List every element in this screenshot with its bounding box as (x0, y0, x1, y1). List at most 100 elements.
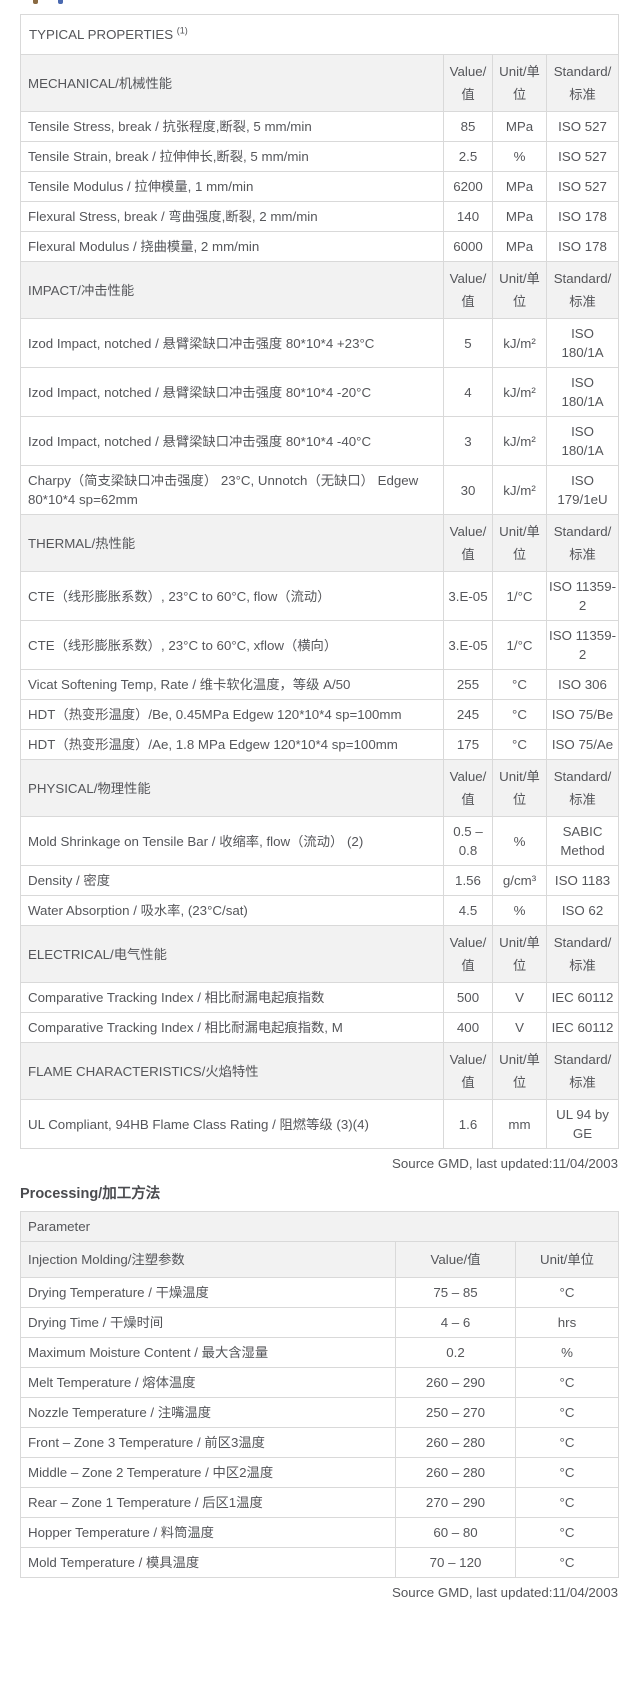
property-row: Tensile Stress, break / 抗张程度,断裂, 5 mm/mi… (20, 111, 620, 142)
property-unit: g/cm³ (492, 865, 547, 896)
property-value: 3 (443, 416, 493, 466)
property-standard: ISO 179/1eU (545, 465, 620, 515)
property-row: Flexural Stress, break / 弯曲强度,断裂, 2 mm/m… (20, 201, 620, 232)
source-note: Source GMD, last updated:11/04/2003 (392, 1156, 618, 1171)
parameter-value: 75 – 85 (395, 1277, 516, 1308)
property-standard: ISO 75/Be (545, 699, 620, 730)
property-standard: ISO 11359-2 (545, 620, 620, 670)
parameter-label: Middle – Zone 2 Temperature / 中区2温度 (20, 1457, 396, 1488)
parameter-label: Drying Temperature / 干燥温度 (20, 1277, 396, 1308)
property-standard: ISO 178 (545, 231, 620, 262)
property-standard: ISO 180/1A (545, 416, 620, 466)
property-value: 85 (443, 111, 493, 142)
parameter-unit: hrs (514, 1307, 620, 1338)
property-unit: kJ/m² (492, 318, 547, 368)
standard-column-header: Standard/标准 (545, 54, 620, 112)
property-value: 3.E-05 (443, 620, 493, 670)
processing-heading: Processing/加工方法 (20, 1186, 161, 1202)
value-column-header: Value/值 (443, 54, 493, 112)
property-row: Izod Impact, notched / 悬臂梁缺口冲击强度 80*10*4… (20, 318, 620, 368)
section-name: IMPACT/冲击性能 (20, 261, 444, 319)
property-value: 0.5 – 0.8 (443, 816, 493, 866)
property-unit: MPa (492, 111, 547, 142)
property-unit: % (492, 141, 547, 172)
property-unit: mm (492, 1099, 547, 1149)
property-label: Comparative Tracking Index / 相比耐漏电起痕指数 (20, 982, 444, 1013)
typical-properties-title: TYPICAL PROPERTIES (1) (19, 14, 620, 55)
property-value: 1.56 (443, 865, 493, 896)
processing-row: Melt Temperature / 熔体温度 260 – 290 °C (20, 1367, 620, 1398)
standard-column-header: Standard/标准 (545, 759, 620, 817)
property-label: Tensile Strain, break / 拉伸伸长,断裂, 5 mm/mi… (20, 141, 444, 172)
property-label: Mold Shrinkage on Tensile Bar / 收缩率, flo… (20, 816, 444, 866)
parameter-value: 270 – 290 (395, 1487, 516, 1518)
parameter-unit: °C (514, 1277, 620, 1308)
property-standard: SABIC Method (545, 816, 620, 866)
parameter-unit: °C (514, 1457, 620, 1488)
standard-column-header: Standard/标准 (545, 1042, 620, 1100)
property-label: UL Compliant, 94HB Flame Class Rating / … (20, 1099, 444, 1149)
parameter-label: Mold Temperature / 模具温度 (20, 1547, 396, 1578)
property-unit: kJ/m² (492, 367, 547, 417)
value-column-header: Value/值 (443, 261, 493, 319)
section-header-row: PHYSICAL/物理性能 Value/值 Unit/单位 Standard/标准 (20, 759, 620, 817)
section-name: ELECTRICAL/电气性能 (20, 925, 444, 983)
property-unit: MPa (492, 171, 547, 202)
property-label: Charpy（简支梁缺口冲击强度） 23°C, Unnotch（无缺口） Edg… (20, 465, 444, 515)
property-label: CTE（线形膨胀系数）, 23°C to 60°C, xflow（横向） (20, 620, 444, 670)
parameter-value: 60 – 80 (395, 1517, 516, 1548)
processing-row: Hopper Temperature / 料筒温度 60 – 80 °C (20, 1517, 620, 1548)
property-row: Comparative Tracking Index / 相比耐漏电起痕指数, … (20, 1012, 620, 1043)
property-row: Density / 密度 1.56 g/cm³ ISO 1183 (20, 865, 620, 896)
parameter-label: Nozzle Temperature / 注嘴温度 (20, 1397, 396, 1428)
property-unit: kJ/m² (492, 416, 547, 466)
property-label: Izod Impact, notched / 悬臂梁缺口冲击强度 80*10*4… (20, 367, 444, 417)
unit-column-header: Unit/单位 (492, 925, 547, 983)
parameter-label: Maximum Moisture Content / 最大含湿量 (20, 1337, 396, 1368)
property-standard: ISO 180/1A (545, 367, 620, 417)
property-standard: ISO 75/Ae (545, 729, 620, 760)
section-header-row: THERMAL/热性能 Value/值 Unit/单位 Standard/标准 (20, 514, 620, 572)
unit-column-header: Unit/单位 (514, 1241, 620, 1278)
property-value: 6200 (443, 171, 493, 202)
property-label: Izod Impact, notched / 悬臂梁缺口冲击强度 80*10*4… (20, 416, 444, 466)
property-label: Vicat Softening Temp, Rate / 维卡软化温度，等级 A… (20, 669, 444, 700)
processing-subheader-row: Injection Molding/注塑参数 Value/值 Unit/单位 (20, 1241, 620, 1278)
section-name: PHYSICAL/物理性能 (20, 759, 444, 817)
parameter-label: Hopper Temperature / 料筒温度 (20, 1517, 396, 1548)
property-value: 245 (443, 699, 493, 730)
property-label: CTE（线形膨胀系数）, 23°C to 60°C, flow（流动） (20, 571, 444, 621)
typical-properties-table: TYPICAL PROPERTIES (1) MECHANICAL/机械性能 Va… (19, 14, 620, 1149)
section-header-row: ELECTRICAL/电气性能 Value/值 Unit/单位 Standard/标准 (20, 925, 620, 983)
parameter-header: Parameter (19, 1211, 620, 1242)
parameter-unit: °C (514, 1517, 620, 1548)
property-unit: °C (492, 729, 547, 760)
property-standard: IEC 60112 (545, 1012, 620, 1043)
parameter-unit: °C (514, 1487, 620, 1518)
property-unit: 1/°C (492, 620, 547, 670)
section-name: THERMAL/热性能 (20, 514, 444, 572)
typical-properties-body: TYPICAL PROPERTIES (1) MECHANICAL/机械性能 Va… (19, 14, 620, 1149)
section-header-row: MECHANICAL/机械性能 Value/值 Unit/单位 Standard/标准 (20, 54, 620, 112)
property-row: Mold Shrinkage on Tensile Bar / 收缩率, flo… (20, 816, 620, 866)
property-row: HDT（热变形温度）/Ae, 1.8 MPa Edgew 120*10*4 sp… (20, 729, 620, 760)
processing-row: Drying Time / 干燥时间 4 – 6 hrs (20, 1307, 620, 1338)
parameter-value: 260 – 280 (395, 1427, 516, 1458)
standard-column-header: Standard/标准 (545, 261, 620, 319)
property-label: Flexural Modulus / 挠曲模量, 2 mm/min (20, 231, 444, 262)
parameter-label: Drying Time / 干燥时间 (20, 1307, 396, 1338)
property-unit: kJ/m² (492, 465, 547, 515)
processing-table: Parameter Injection Molding/注塑参数 Value/值… (19, 1211, 620, 1578)
property-unit: MPa (492, 201, 547, 232)
property-standard: ISO 11359-2 (545, 571, 620, 621)
unit-column-header: Unit/单位 (492, 514, 547, 572)
property-value: 6000 (443, 231, 493, 262)
parameter-value: 4 – 6 (395, 1307, 516, 1338)
processing-row: Middle – Zone 2 Temperature / 中区2温度 260 –… (20, 1457, 620, 1488)
injection-molding-header: Injection Molding/注塑参数 (20, 1241, 396, 1278)
property-row: Charpy（简支梁缺口冲击强度） 23°C, Unnotch（无缺口） Edg… (20, 465, 620, 515)
property-standard: ISO 180/1A (545, 318, 620, 368)
unit-column-header: Unit/单位 (492, 1042, 547, 1100)
parameter-value: 70 – 120 (395, 1547, 516, 1578)
property-value: 30 (443, 465, 493, 515)
